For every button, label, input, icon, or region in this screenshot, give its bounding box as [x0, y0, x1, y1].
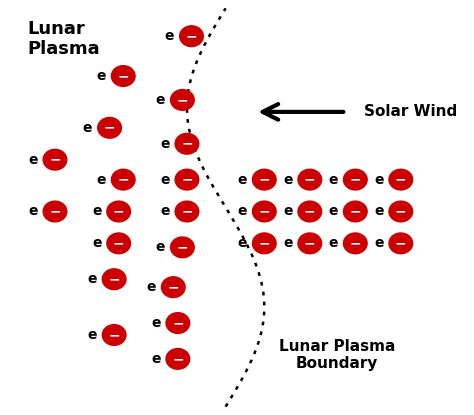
- Text: −: −: [349, 205, 361, 218]
- Text: −: −: [258, 205, 270, 218]
- Circle shape: [102, 325, 126, 345]
- Text: −: −: [177, 93, 188, 107]
- Text: −: −: [304, 173, 316, 187]
- Text: e: e: [283, 237, 292, 250]
- Circle shape: [102, 269, 126, 290]
- Circle shape: [43, 149, 67, 170]
- Circle shape: [298, 201, 322, 222]
- Circle shape: [389, 201, 413, 222]
- Text: Solar Wind: Solar Wind: [365, 105, 458, 120]
- Text: −: −: [395, 237, 407, 250]
- Text: e: e: [83, 121, 92, 135]
- Text: e: e: [160, 205, 170, 218]
- Circle shape: [298, 233, 322, 254]
- Text: −: −: [349, 173, 361, 187]
- Text: e: e: [237, 173, 247, 187]
- Text: e: e: [328, 173, 338, 187]
- Text: e: e: [328, 205, 338, 218]
- Text: −: −: [109, 328, 120, 342]
- Text: −: −: [172, 316, 183, 330]
- Text: −: −: [104, 121, 115, 135]
- Text: e: e: [96, 173, 106, 187]
- Text: −: −: [258, 173, 270, 187]
- Text: −: −: [177, 240, 188, 254]
- Circle shape: [166, 312, 190, 333]
- Circle shape: [253, 201, 276, 222]
- Text: e: e: [28, 205, 38, 218]
- Text: e: e: [92, 237, 101, 250]
- Text: −: −: [118, 173, 129, 187]
- Text: −: −: [118, 69, 129, 83]
- Text: −: −: [49, 153, 61, 167]
- Text: −: −: [395, 173, 407, 187]
- Circle shape: [253, 233, 276, 254]
- Text: −: −: [109, 272, 120, 286]
- Text: e: e: [155, 240, 165, 254]
- Circle shape: [98, 117, 121, 138]
- Circle shape: [166, 349, 190, 369]
- Text: −: −: [113, 237, 125, 250]
- Text: e: e: [160, 137, 170, 151]
- Circle shape: [389, 233, 413, 254]
- Circle shape: [344, 169, 367, 190]
- Text: e: e: [151, 352, 161, 366]
- Text: e: e: [155, 93, 165, 107]
- Circle shape: [175, 201, 199, 222]
- Text: −: −: [186, 29, 197, 43]
- Text: e: e: [92, 205, 101, 218]
- Text: Lunar
Plasma: Lunar Plasma: [27, 20, 100, 59]
- Text: −: −: [181, 173, 193, 187]
- Text: e: e: [28, 153, 38, 167]
- Text: −: −: [113, 205, 125, 218]
- Text: e: e: [160, 173, 170, 187]
- Text: e: e: [283, 205, 292, 218]
- Text: e: e: [96, 69, 106, 83]
- Text: e: e: [237, 205, 247, 218]
- Circle shape: [162, 277, 185, 298]
- Circle shape: [43, 201, 67, 222]
- Text: e: e: [283, 173, 292, 187]
- Text: e: e: [151, 316, 161, 330]
- Circle shape: [253, 169, 276, 190]
- Circle shape: [171, 90, 194, 110]
- Text: e: e: [146, 280, 156, 294]
- Text: −: −: [181, 137, 193, 151]
- Text: Lunar Plasma
Boundary: Lunar Plasma Boundary: [279, 339, 395, 371]
- Circle shape: [171, 237, 194, 258]
- Text: e: e: [374, 205, 383, 218]
- Text: e: e: [328, 237, 338, 250]
- Text: −: −: [49, 205, 61, 218]
- Text: e: e: [374, 173, 383, 187]
- Circle shape: [389, 169, 413, 190]
- Text: −: −: [304, 205, 316, 218]
- Text: −: −: [181, 205, 193, 218]
- Text: −: −: [172, 352, 183, 366]
- Circle shape: [344, 233, 367, 254]
- Text: −: −: [304, 237, 316, 250]
- Text: −: −: [167, 280, 179, 294]
- Text: −: −: [349, 237, 361, 250]
- Circle shape: [175, 133, 199, 154]
- Circle shape: [344, 201, 367, 222]
- Text: e: e: [374, 237, 383, 250]
- Text: e: e: [164, 29, 174, 43]
- Circle shape: [175, 169, 199, 190]
- Circle shape: [180, 26, 203, 46]
- Text: e: e: [87, 328, 97, 342]
- Circle shape: [111, 169, 135, 190]
- Circle shape: [298, 169, 322, 190]
- Text: −: −: [395, 205, 407, 218]
- Circle shape: [107, 201, 130, 222]
- Text: e: e: [237, 237, 247, 250]
- Circle shape: [111, 66, 135, 86]
- Text: −: −: [258, 237, 270, 250]
- Circle shape: [107, 233, 130, 254]
- Text: e: e: [87, 272, 97, 286]
